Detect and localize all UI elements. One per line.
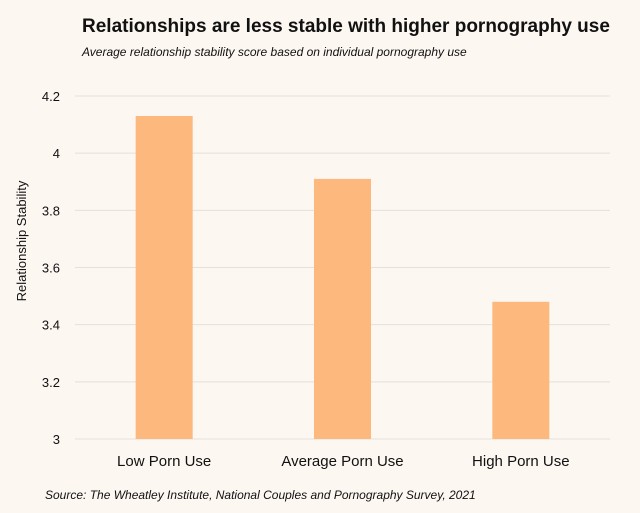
bars [135, 116, 550, 439]
x-tick-label: Low Porn Use [117, 453, 211, 470]
x-tick-label: Average Porn Use [281, 453, 403, 470]
x-tick-label: High Porn Use [472, 453, 570, 470]
y-tick-label: 3.4 [42, 318, 60, 333]
bar [314, 178, 371, 439]
y-axis-ticks: 3 3.2 3.4 3.6 3.8 4 4.2 [42, 89, 60, 447]
y-tick-label: 3.6 [42, 261, 60, 276]
bar [135, 116, 193, 439]
y-axis-label: Relationship Stability [14, 180, 29, 301]
y-tick-label: 3 [53, 432, 60, 447]
y-tick-label: 4 [53, 146, 60, 161]
chart-title: Relationships are less stable with highe… [82, 16, 610, 37]
chart-subtitle: Average relationship stability score bas… [82, 45, 467, 59]
source-note: Source: The Wheatley Institute, National… [45, 488, 476, 502]
y-tick-label: 4.2 [42, 89, 60, 104]
y-tick-label: 3.8 [42, 203, 60, 218]
x-axis-ticks: Low Porn Use Average Porn Use High Porn Us… [117, 453, 570, 470]
bar [492, 301, 550, 439]
y-tick-label: 3.2 [42, 375, 60, 390]
